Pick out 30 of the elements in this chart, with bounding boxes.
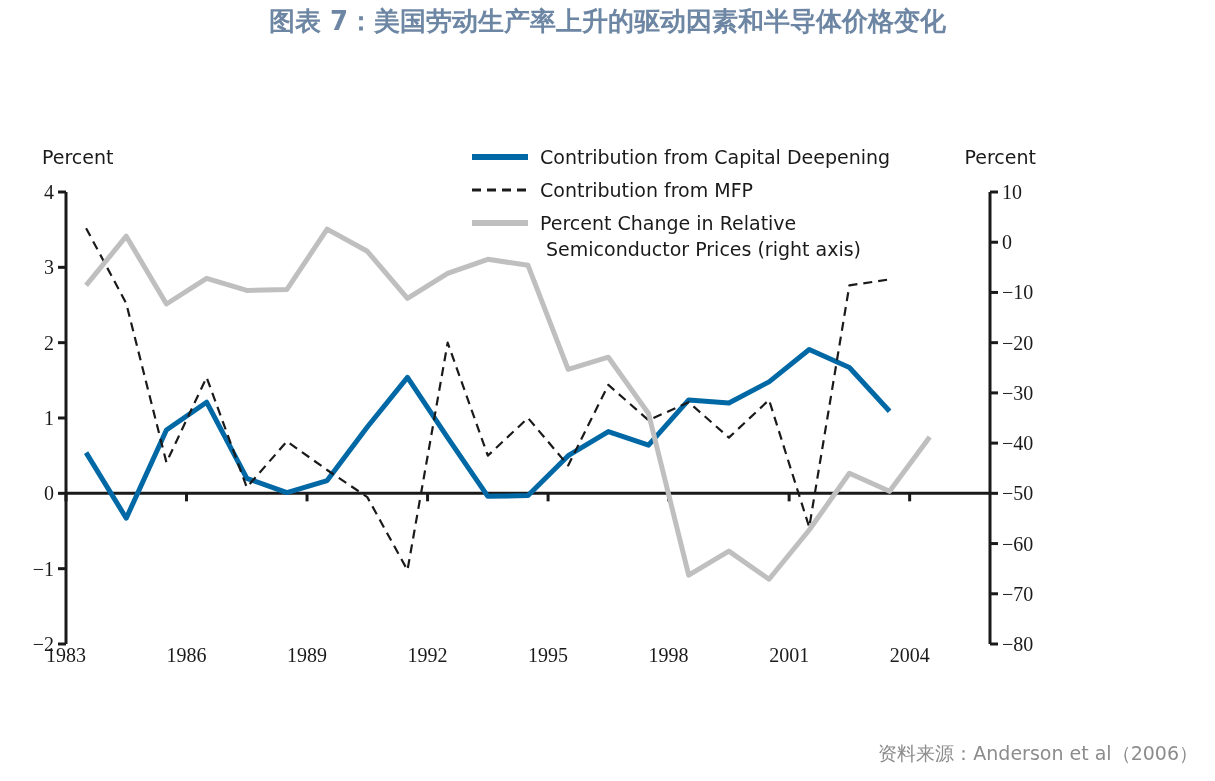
y2-tick-label: −50 — [1002, 482, 1034, 505]
y2-tick-label: −30 — [1002, 381, 1034, 404]
y2-tick-label: 10 — [1002, 181, 1022, 203]
legend-label: Contribution from Capital Deepening — [540, 146, 891, 168]
x-tick-label: 1992 — [407, 644, 448, 666]
text: 资料来源：Anderson et al（2006） — [878, 742, 1198, 764]
y2-tick-label: −10 — [1002, 281, 1034, 304]
x-tick-label: 2004 — [889, 644, 930, 666]
y-tick-label: 1 — [44, 407, 54, 429]
y-axis-title: Percent — [42, 146, 114, 168]
y2-axis-title: Percent — [964, 146, 1036, 168]
y-tick-label: 0 — [44, 482, 54, 505]
y2-tick-label: −20 — [1002, 331, 1034, 354]
x-tick-label: 2001 — [769, 644, 810, 666]
y-tick-label: 4 — [44, 181, 54, 203]
legend-label: Contribution from MFP — [540, 179, 754, 201]
y2-tick-label: −70 — [1002, 582, 1034, 605]
y2-tick-label: −40 — [1002, 432, 1034, 455]
y-tick-label: 3 — [44, 256, 54, 279]
y-tick-label: −1 — [32, 557, 54, 580]
y2-tick-label: 0 — [1002, 231, 1012, 254]
x-tick-label: 1998 — [648, 644, 689, 666]
y2-tick-label: −80 — [1002, 633, 1034, 655]
x-tick-label: 1995 — [528, 644, 569, 666]
legend-label: Percent Change in Relative Semiconductor Prices (right axis) — [540, 212, 862, 260]
y2-tick-label: −60 — [1002, 532, 1034, 555]
y-tick-label: 2 — [44, 331, 54, 354]
chart-title: 图表 7：美国劳动生产率上升的驱动因素和半导体价格变化 — [268, 6, 948, 36]
x-tick-label: 1986 — [166, 644, 207, 666]
x-tick-label: 1989 — [287, 644, 328, 666]
